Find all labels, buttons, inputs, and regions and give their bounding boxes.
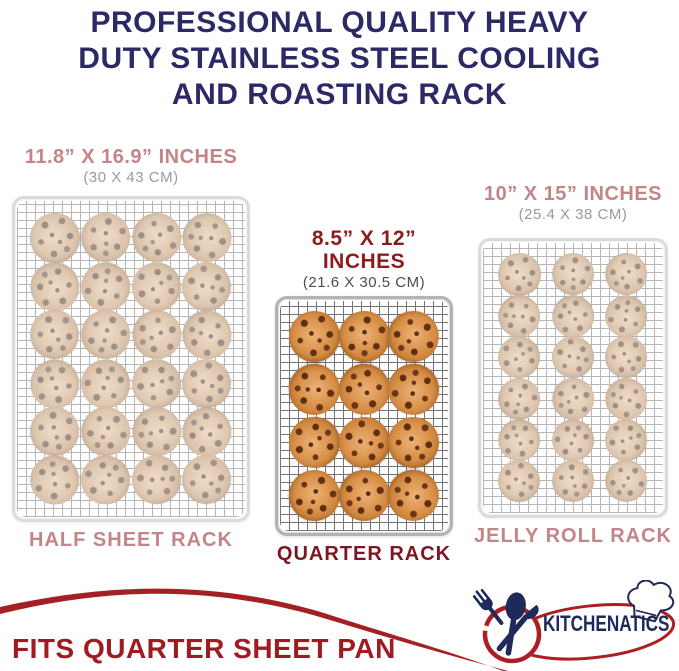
cookies-layer (17, 201, 245, 517)
cm-label-half-sheet: (30 X 43 CM) (83, 169, 179, 186)
cookie (543, 452, 603, 511)
cookie (545, 371, 601, 426)
cookie (603, 251, 649, 298)
cookie (174, 302, 240, 368)
size-label-half-sheet: 11.8” X 16.9” INCHES (24, 146, 238, 168)
size-label-quarter: 8.5” X 12” INCHES (311, 227, 417, 273)
rack-group-quarter: 8.5” X 12” INCHES (21.6 X 30.5 CM) QUART… (268, 227, 460, 566)
cookie (181, 454, 233, 506)
cookie (30, 213, 80, 263)
headline-line-1: PROFESSIONAL QUALITY HEAVY (90, 6, 589, 39)
logo-graphic (472, 580, 676, 664)
cookie (494, 332, 545, 383)
cookie (76, 402, 135, 461)
headline: PROFESSIONAL QUALITY HEAVY DUTY STAINLES… (0, 5, 679, 113)
cookie (288, 311, 340, 363)
quarter-rack-photo (275, 296, 453, 536)
rack-group-half-sheet: 11.8” X 16.9” INCHES (30 X 43 CM) HALF S… (6, 146, 256, 552)
cookie (284, 412, 345, 473)
brand-name: KITCHENATICS (543, 611, 670, 636)
footer-claim: FITS QUARTER SHEET PAN (12, 633, 396, 664)
fork-icon (472, 588, 504, 625)
knife-icon (496, 604, 539, 652)
cookie (386, 309, 441, 364)
cookie (121, 445, 192, 516)
cookie (493, 455, 546, 508)
rack-group-jelly-roll: 10” X 15” INCHES (25.4 X 38 CM) JELLY RO… (472, 183, 674, 548)
cookie (124, 303, 189, 367)
rack-name-quarter: QUARTER RACK (276, 543, 452, 565)
cookie (24, 304, 86, 366)
cookie (498, 253, 541, 296)
cookie (176, 352, 238, 414)
cookie (549, 292, 597, 340)
cookie (179, 404, 235, 460)
headline-line-3: AND ROASTING RACK (171, 78, 508, 111)
headline-line-2: DUTY STAINLESS STEEL COOLING (78, 42, 601, 75)
cookies-layer (483, 243, 663, 513)
cookie (127, 256, 186, 316)
cookie (600, 331, 653, 384)
cookie (335, 360, 393, 419)
cookie (380, 462, 448, 529)
cm-label-jelly-roll: (25.4 X 38 CM) (518, 206, 628, 223)
cookie (601, 456, 652, 507)
rack-name-jelly-roll: JELLY ROLL RACK (474, 525, 672, 547)
cookie (72, 301, 139, 368)
jelly-roll-rack-photo (478, 238, 668, 518)
half-sheet-rack-photo (12, 196, 250, 522)
rack-name-half-sheet: HALF SHEET RACK (29, 529, 233, 551)
cm-label-quarter: (21.6 X 30.5 CM) (302, 274, 426, 291)
size-label-jelly-roll: 10” X 15” INCHES (483, 183, 663, 205)
cookie (20, 445, 90, 515)
chef-hat-icon (627, 580, 675, 623)
cookie (382, 411, 446, 474)
kitchenatics-logo: KITCHENATICS (470, 580, 679, 671)
cookies-layer (278, 300, 450, 531)
cookie (79, 454, 132, 507)
cookie (129, 211, 183, 265)
cookie (74, 351, 138, 415)
cookie (378, 354, 450, 425)
cookie (26, 258, 83, 315)
